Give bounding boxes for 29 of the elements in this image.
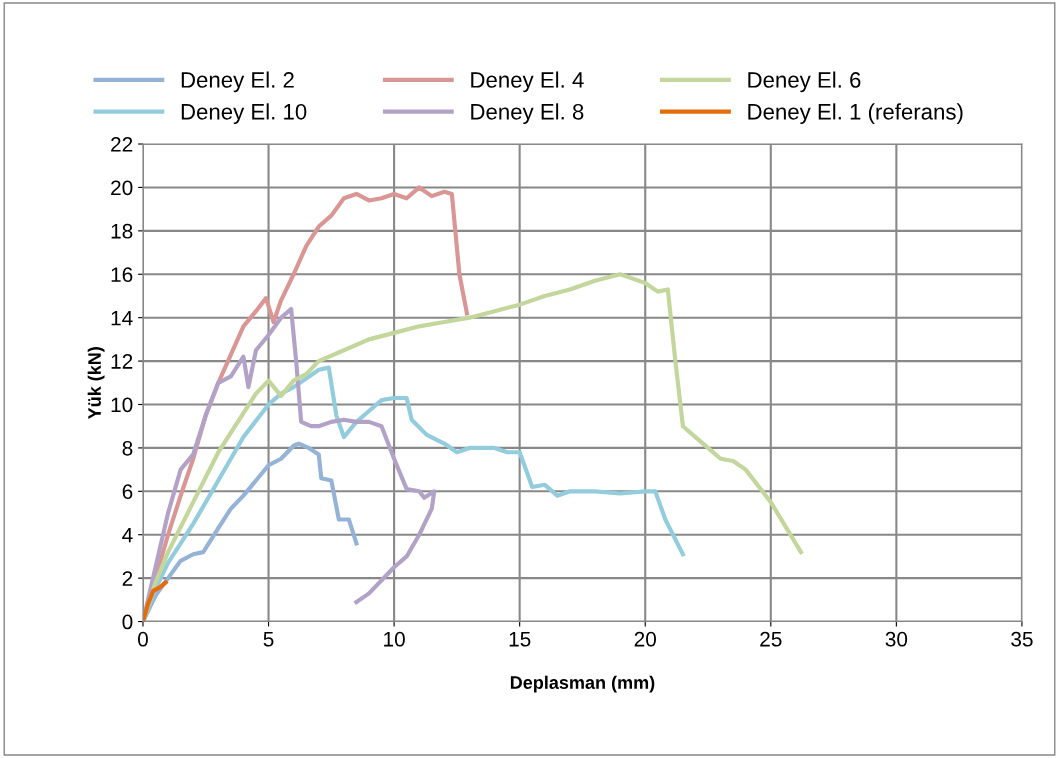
y-tick-label: 2 [122, 571, 133, 586]
y-axis-title: Yük (kN) [87, 347, 105, 420]
y-tick-label: 6 [122, 484, 133, 500]
y-tick-label: 20 [111, 180, 133, 196]
legend-label: Deney El. 4 [471, 71, 584, 93]
x-tick-label: 15 [509, 632, 531, 647]
y-tick-label: 10 [111, 397, 133, 413]
x-tick-label: 30 [885, 631, 908, 647]
legend-label: Deney El. 2 [181, 71, 294, 93]
x-tick-label: 20 [634, 631, 657, 647]
x-tick-label: 0 [137, 631, 148, 647]
y-tick-label: 4 [122, 527, 133, 543]
y-tick-label: 18 [111, 223, 133, 239]
x-tick-label: 25 [760, 631, 782, 647]
y-tick-label: 0 [122, 614, 133, 630]
x-tick-label: 5 [263, 632, 274, 647]
legend-label: Deney El. 8 [471, 103, 584, 125]
y-tick-label: 16 [111, 267, 133, 283]
x-tick-label: 10 [384, 631, 405, 647]
y-tick-label: 22 [111, 137, 133, 152]
x-tick-label: 35 [1011, 631, 1033, 647]
x-axis-title: Deplasman (mm) [510, 675, 655, 693]
legend-label: Deney El. 6 [748, 71, 861, 93]
y-tick-label: 12 [111, 354, 133, 369]
y-tick-label: 8 [122, 440, 133, 456]
legend-label: Deney El. 1 (referans) [748, 103, 963, 125]
y-tick-label: 14 [111, 310, 133, 326]
line-series [142, 580, 168, 622]
legend-label: Deney El. 10 [181, 103, 307, 125]
